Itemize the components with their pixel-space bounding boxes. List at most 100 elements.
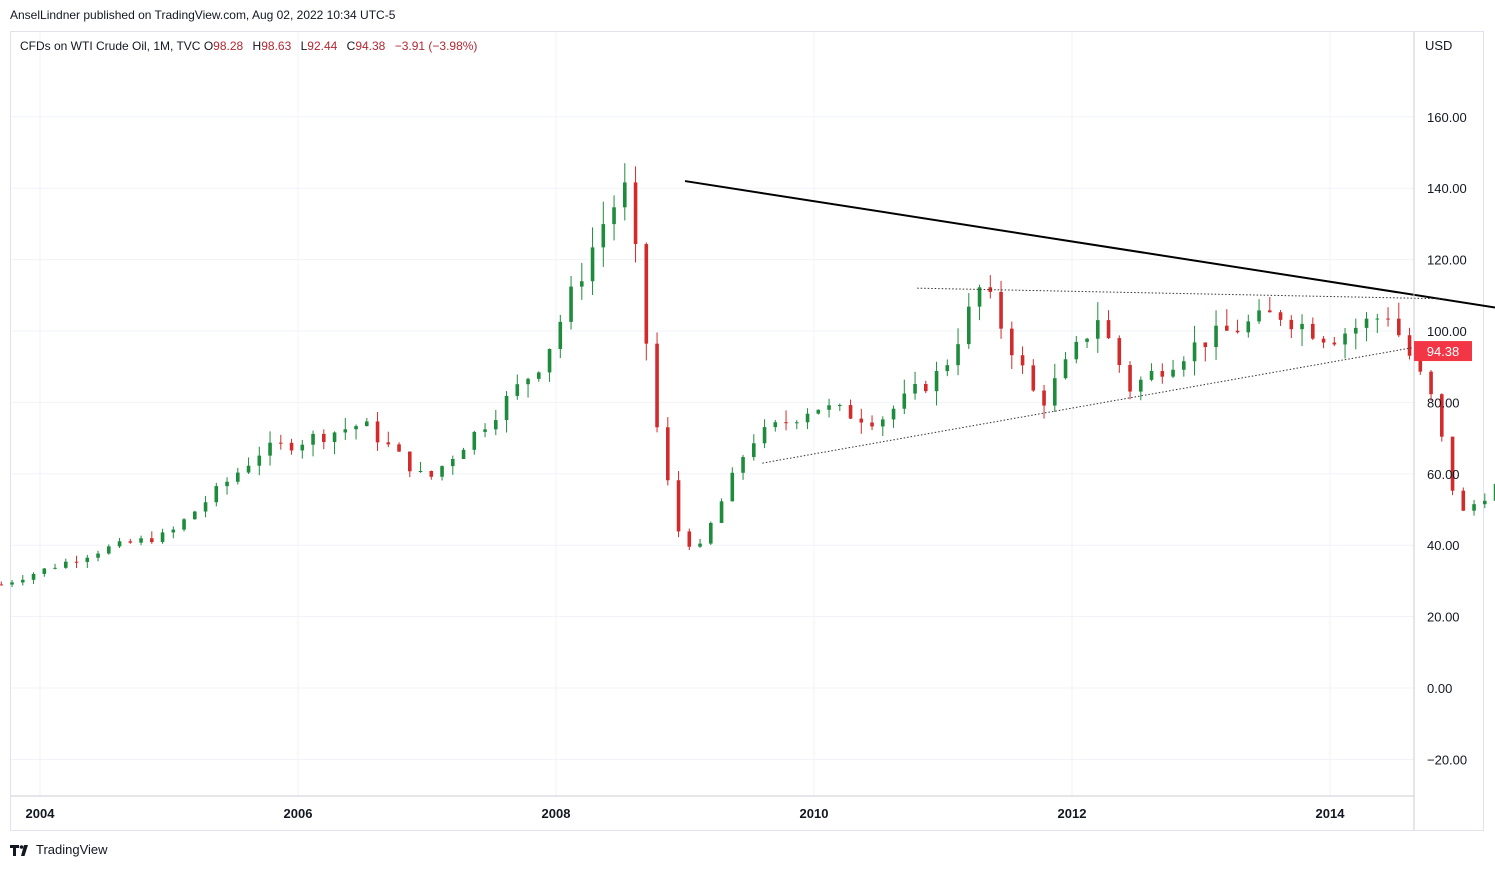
candle-body bbox=[902, 393, 907, 409]
candle-body bbox=[74, 561, 79, 563]
candle-body bbox=[698, 543, 702, 547]
y-tick-label: 20.00 bbox=[1427, 610, 1460, 625]
candle-body bbox=[1397, 318, 1401, 336]
candle-body bbox=[1010, 328, 1014, 356]
close-label: C bbox=[346, 39, 356, 53]
candle-body bbox=[408, 451, 412, 472]
candle-body bbox=[633, 182, 638, 245]
low-value: 92.44 bbox=[307, 39, 338, 53]
candle-body bbox=[289, 442, 294, 451]
candle-body bbox=[42, 568, 47, 574]
x-tick-label: 2006 bbox=[284, 806, 313, 821]
candle-body bbox=[719, 501, 724, 523]
candle-body bbox=[623, 182, 627, 208]
candle-body bbox=[128, 541, 133, 543]
x-tick-label: 2004 bbox=[26, 806, 56, 821]
candle-body bbox=[10, 582, 14, 585]
candle-body bbox=[257, 455, 262, 466]
candle-body bbox=[1386, 318, 1390, 320]
y-tick-label: 40.00 bbox=[1427, 538, 1460, 553]
candle-body bbox=[1321, 338, 1326, 343]
candle-body bbox=[1354, 327, 1358, 334]
candle-body bbox=[0, 584, 4, 586]
candle-body bbox=[956, 344, 960, 366]
candle-body bbox=[709, 522, 713, 544]
candle-body bbox=[676, 480, 681, 532]
candle-body bbox=[795, 422, 799, 424]
candle-body bbox=[805, 413, 810, 423]
candle-body bbox=[31, 573, 36, 580]
candle-body bbox=[848, 405, 853, 419]
candle-body bbox=[279, 442, 283, 444]
y-tick-label: 140.00 bbox=[1427, 181, 1467, 196]
last-price-marker: 94.38 bbox=[1414, 341, 1472, 362]
last-price-badge bbox=[1414, 341, 1472, 362]
candle-body bbox=[1031, 365, 1036, 391]
candle-body bbox=[1418, 355, 1423, 372]
candle-body bbox=[418, 471, 423, 473]
candle-body bbox=[160, 532, 165, 543]
candle-body bbox=[1364, 318, 1369, 328]
y-tick-label: 120.00 bbox=[1427, 253, 1467, 268]
candle-body bbox=[945, 365, 950, 372]
candle-body bbox=[1128, 365, 1132, 392]
footer-brand[interactable]: TradingView bbox=[10, 842, 108, 857]
candle-body bbox=[64, 561, 68, 568]
candle-body bbox=[816, 409, 821, 414]
candle-body bbox=[870, 422, 874, 427]
candle-body bbox=[569, 286, 573, 322]
candle-body bbox=[762, 427, 767, 444]
candle-body bbox=[1289, 319, 1294, 330]
candle-body bbox=[1203, 342, 1208, 348]
time-axis-ticks: 2004200620082010201220142016201820202022… bbox=[26, 806, 1346, 821]
x-tick-label: 2014 bbox=[1316, 806, 1346, 821]
change-value: −3.91 (−3.98%) bbox=[394, 39, 478, 53]
candle-body bbox=[139, 538, 143, 543]
candle-body bbox=[300, 444, 305, 451]
symbol-legend: CFDs on WTI Crude Oil, 1M, TVC O98.28 H9… bbox=[20, 39, 483, 53]
candle-body bbox=[322, 433, 326, 443]
y-tick-label: 80.00 bbox=[1427, 395, 1460, 410]
candle-body bbox=[838, 405, 842, 407]
candle-body bbox=[1074, 341, 1079, 360]
candle-body bbox=[472, 431, 477, 450]
candle-body bbox=[891, 408, 896, 420]
candle-body bbox=[504, 395, 509, 421]
candle-body bbox=[21, 579, 25, 583]
candles bbox=[0, 163, 1495, 588]
candle-body bbox=[1053, 378, 1057, 406]
candle-body bbox=[236, 472, 240, 482]
candle-body bbox=[1257, 310, 1261, 322]
candle-body bbox=[1268, 310, 1272, 313]
y-tick-label: −20.00 bbox=[1427, 752, 1467, 767]
candle-body bbox=[461, 449, 466, 460]
candle-body bbox=[1472, 504, 1476, 511]
currency-label[interactable]: USD bbox=[1425, 38, 1453, 53]
candle-body bbox=[859, 418, 864, 423]
candle-body bbox=[601, 224, 606, 248]
candle-body bbox=[268, 442, 272, 456]
candle-body bbox=[1493, 483, 1495, 501]
candle-body bbox=[375, 421, 380, 443]
candle-body bbox=[1182, 361, 1186, 370]
candle-body bbox=[655, 343, 659, 428]
symbol-name: CFDs on WTI Crude Oil, 1M, TVC bbox=[20, 39, 201, 53]
high-label: H bbox=[252, 39, 262, 53]
candle-body bbox=[1450, 436, 1455, 491]
candle-body bbox=[558, 321, 563, 349]
candle-body bbox=[1440, 394, 1444, 437]
candle-body bbox=[1375, 318, 1380, 320]
candle-body bbox=[1096, 320, 1100, 339]
candle-body bbox=[1278, 312, 1283, 320]
y-tick-label: 60.00 bbox=[1427, 467, 1460, 482]
candle-body bbox=[343, 429, 348, 433]
candle-body bbox=[1149, 371, 1154, 380]
candle-body bbox=[773, 422, 778, 428]
candle-body bbox=[537, 372, 541, 379]
tradingview-logo-icon bbox=[10, 844, 28, 856]
candle-body bbox=[451, 459, 455, 467]
candle-body bbox=[1461, 490, 1466, 511]
x-tick-label: 2008 bbox=[542, 806, 571, 821]
close-value: 94.38 bbox=[355, 39, 386, 53]
